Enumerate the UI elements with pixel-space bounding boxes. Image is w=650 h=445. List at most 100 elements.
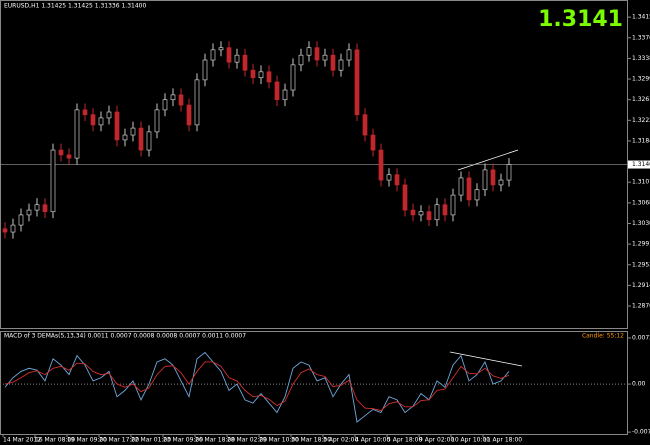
candle-body	[58, 149, 64, 156]
candle-body	[490, 169, 496, 186]
candle-body	[386, 174, 392, 181]
candle-body	[154, 109, 160, 133]
candle-body	[378, 149, 384, 181]
y-tick-label: 1.32225	[632, 117, 650, 124]
y-tick-label: 0.0073	[632, 334, 650, 341]
candle-body	[266, 71, 272, 83]
y-tick-label: 1.31840	[632, 137, 650, 144]
x-tick-label: 10 Apr 10:00	[451, 437, 490, 444]
x-tick-label: 4 Apr 10:00	[355, 437, 390, 444]
x-tick-label: 20 Mar 17:00	[99, 437, 139, 444]
candle-body	[346, 49, 352, 61]
y-tick-label: 1.30300	[632, 220, 650, 227]
candle-body	[434, 204, 440, 221]
candle-body	[354, 49, 360, 116]
indicator-frame	[0, 331, 628, 435]
candle-body	[442, 204, 448, 216]
candle-body	[506, 164, 512, 181]
candle-body	[498, 179, 504, 186]
x-tick-label: 3 Apr 02:00	[323, 437, 358, 444]
y-tick-label: 1.32610	[632, 96, 650, 103]
candle-body	[114, 111, 120, 141]
y-tick-label: 1.31070	[632, 179, 650, 186]
candle-body	[50, 149, 56, 213]
candle-body	[26, 209, 32, 216]
candle-body	[258, 71, 264, 79]
candle-body	[10, 224, 16, 233]
candle-body	[314, 47, 320, 61]
trend-line	[449, 351, 523, 367]
x-tick-label: 29 Mar 10:00	[259, 437, 299, 444]
chart-header: EURUSD,H1 1.31425 1.31425 1.31336 1.3140…	[4, 3, 146, 10]
candle-body	[290, 64, 296, 91]
candle-body	[226, 47, 232, 63]
x-tick-label: 5 Apr 18:00	[387, 437, 422, 444]
candle-body	[330, 54, 336, 71]
candle-body	[370, 134, 376, 151]
candle-body	[90, 114, 96, 126]
candle-body	[130, 127, 136, 136]
candle-body	[98, 117, 104, 126]
candle-body	[474, 189, 480, 201]
candle-body	[458, 177, 464, 196]
x-tick-label: 9 Apr 02:00	[419, 437, 454, 444]
indicator-line	[4, 361, 510, 412]
x-tick-label: 30 Mar 18:00	[291, 437, 331, 444]
y-tick-label: -0.0076	[632, 429, 650, 436]
indicator-title: MACD of 3 DEMAs(5,13,34) 0.0011 0.0007 0…	[4, 333, 246, 340]
x-tick-label: 16 Mar 08:00	[35, 437, 75, 444]
price-badge: 1.3141	[538, 7, 623, 32]
y-tick-label: 0.00	[632, 381, 646, 388]
candle-body	[482, 169, 488, 191]
candle-body	[410, 209, 416, 216]
candle-body	[362, 114, 368, 136]
candle-body	[450, 194, 456, 216]
candle-body	[66, 154, 72, 159]
candle-body	[122, 134, 128, 141]
x-tick-label: 14 Mar 2012	[3, 437, 41, 444]
y-tick-label: 1.33380	[632, 55, 650, 62]
trend-line	[457, 149, 519, 171]
x-tick-label: 26 Mar 18:00	[195, 437, 235, 444]
candle-body	[274, 81, 280, 101]
candle-body	[250, 69, 256, 79]
candle-body	[74, 109, 80, 159]
x-tick-label: 19 Mar 09:00	[67, 437, 107, 444]
y-tick-label: 1.33765	[632, 34, 650, 41]
candle-body	[466, 177, 472, 201]
candle-body	[202, 59, 208, 81]
candle-body	[306, 47, 312, 56]
y-tick-label: 1.30685	[632, 199, 650, 206]
candle-body	[218, 47, 224, 51]
candle-body	[418, 211, 424, 216]
indicator-line	[4, 351, 510, 423]
x-tick-label: 11 Apr 18:00	[483, 437, 522, 444]
y-tick-label: 1.34150	[632, 14, 650, 21]
candle-body	[194, 79, 200, 126]
candle-body	[42, 204, 48, 213]
candle-body	[298, 54, 304, 66]
candle-body	[178, 94, 184, 106]
y-tick-label: 1.28760	[632, 303, 650, 310]
candle-body	[322, 54, 328, 61]
y-tick-label: 1.29145	[632, 282, 650, 289]
x-tick-label: 28 Mar 02:00	[227, 437, 267, 444]
x-tick-label: 22 Mar 01:00	[131, 437, 171, 444]
candle-body	[18, 214, 24, 226]
candle-body	[138, 127, 144, 151]
candle-body	[82, 109, 88, 116]
y-tick-label: 1.32995	[632, 76, 650, 83]
candle-body	[402, 184, 408, 211]
candle-body	[2, 228, 8, 233]
candle-body	[210, 49, 216, 61]
candle-body	[186, 104, 192, 126]
candle-body	[146, 131, 152, 151]
current-price-box	[628, 160, 650, 169]
candle-body	[426, 211, 432, 221]
candle-body	[242, 54, 248, 71]
candle-body	[34, 204, 40, 211]
candle-body	[394, 174, 400, 186]
candle-body	[162, 99, 168, 111]
